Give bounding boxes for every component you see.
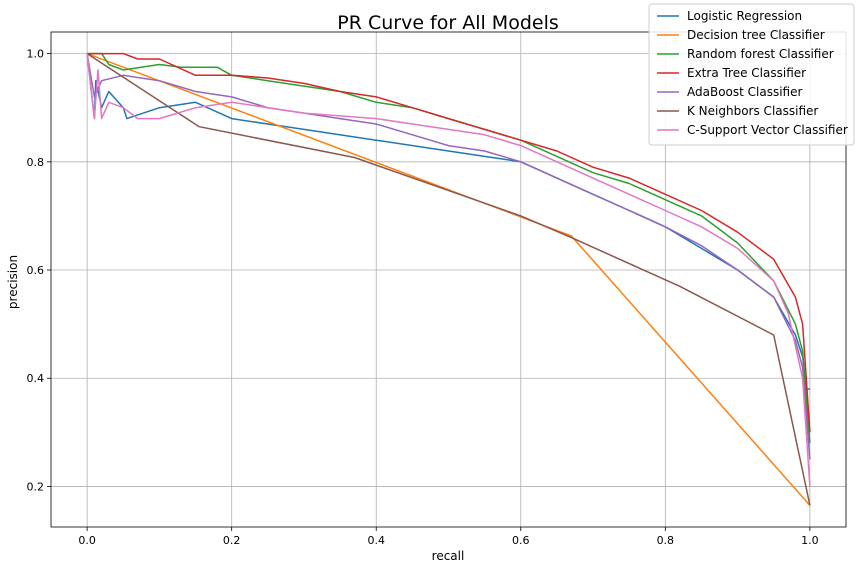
series-line-5 bbox=[86, 53, 811, 460]
legend-label: Extra Tree Classifier bbox=[687, 66, 806, 80]
series-lines bbox=[86, 52, 811, 506]
legend-label: K Neighbors Classifier bbox=[687, 104, 818, 118]
plot-area-frame bbox=[50, 31, 847, 528]
x-tick-label: 0.6 bbox=[512, 534, 530, 547]
legend-label: Decision tree Classifier bbox=[687, 28, 825, 42]
legend-label: C-Support Vector Classifier bbox=[687, 123, 848, 137]
series-line-4 bbox=[87, 52, 811, 433]
legend: Logistic Regression Decision tree Classif… bbox=[648, 3, 855, 146]
legend-label: AdaBoost Classifier bbox=[687, 85, 803, 99]
chart-title: PR Curve for All Models bbox=[337, 12, 559, 34]
series-line-7 bbox=[86, 53, 811, 487]
x-tick-label: 1.0 bbox=[801, 534, 819, 547]
y-tick-label: 1.0 bbox=[27, 48, 45, 61]
y-axis-label: precision bbox=[6, 255, 20, 309]
x-tick-label: 0.2 bbox=[223, 534, 241, 547]
y-tick-label: 0.4 bbox=[27, 372, 45, 385]
x-axis-label: recall bbox=[432, 549, 465, 563]
legend-box bbox=[648, 3, 855, 146]
x-tick-label: 0.4 bbox=[367, 534, 385, 547]
series-line-6 bbox=[86, 52, 811, 506]
y-tick-label: 0.8 bbox=[27, 156, 45, 169]
legend-label: Random forest Classifier bbox=[687, 47, 834, 61]
y-tick-label: 0.6 bbox=[27, 264, 45, 277]
x-tick-label: 0.0 bbox=[78, 534, 96, 547]
x-tick-label: 0.8 bbox=[657, 534, 675, 547]
axis-ticks: 0.0 0.2 0.4 0.6 0.8 1.0 0.2 0.4 0.6 0.8 1.0 bbox=[27, 48, 819, 547]
series-line-2 bbox=[86, 52, 811, 506]
legend-label: Logistic Regression bbox=[687, 9, 802, 23]
y-tick-label: 0.2 bbox=[27, 480, 45, 493]
